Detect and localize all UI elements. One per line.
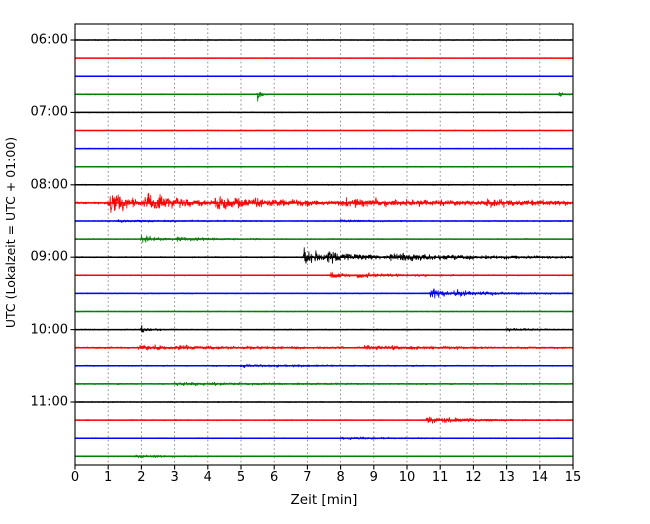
seismic-trace [74, 454, 574, 459]
seismic-trace [74, 381, 574, 387]
seismic-trace [74, 271, 574, 279]
seismic-trace [74, 75, 574, 78]
plot-border [74, 23, 574, 466]
axis-ticks [70, 39, 574, 470]
seismic-trace [74, 310, 574, 313]
seismic-trace [74, 38, 574, 42]
seismic-trace [74, 147, 574, 150]
seismic-trace [74, 436, 574, 440]
seismic-trace [74, 91, 574, 102]
seismic-trace [74, 344, 574, 351]
seismic-trace [74, 192, 574, 213]
x-axis-label: Zeit [min] [290, 492, 358, 508]
seismic-trace [74, 247, 574, 264]
seismic-trace [74, 324, 574, 333]
seismic-trace [74, 235, 574, 243]
seismic-trace [74, 416, 574, 424]
seismic-trace [74, 111, 574, 114]
seismic-trace [74, 183, 574, 186]
plot-background [75, 24, 573, 465]
seismic-trace [74, 363, 574, 369]
seismic-trace [74, 165, 574, 168]
seismic-trace [74, 288, 574, 299]
seismic-trace [74, 129, 574, 132]
seismic-trace [74, 57, 574, 59]
trace-group [74, 38, 574, 459]
seismic-trace [74, 219, 574, 223]
seismic-trace [74, 400, 574, 404]
